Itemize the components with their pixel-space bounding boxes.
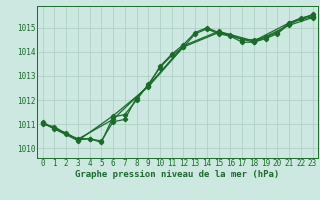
X-axis label: Graphe pression niveau de la mer (hPa): Graphe pression niveau de la mer (hPa) <box>76 170 280 179</box>
